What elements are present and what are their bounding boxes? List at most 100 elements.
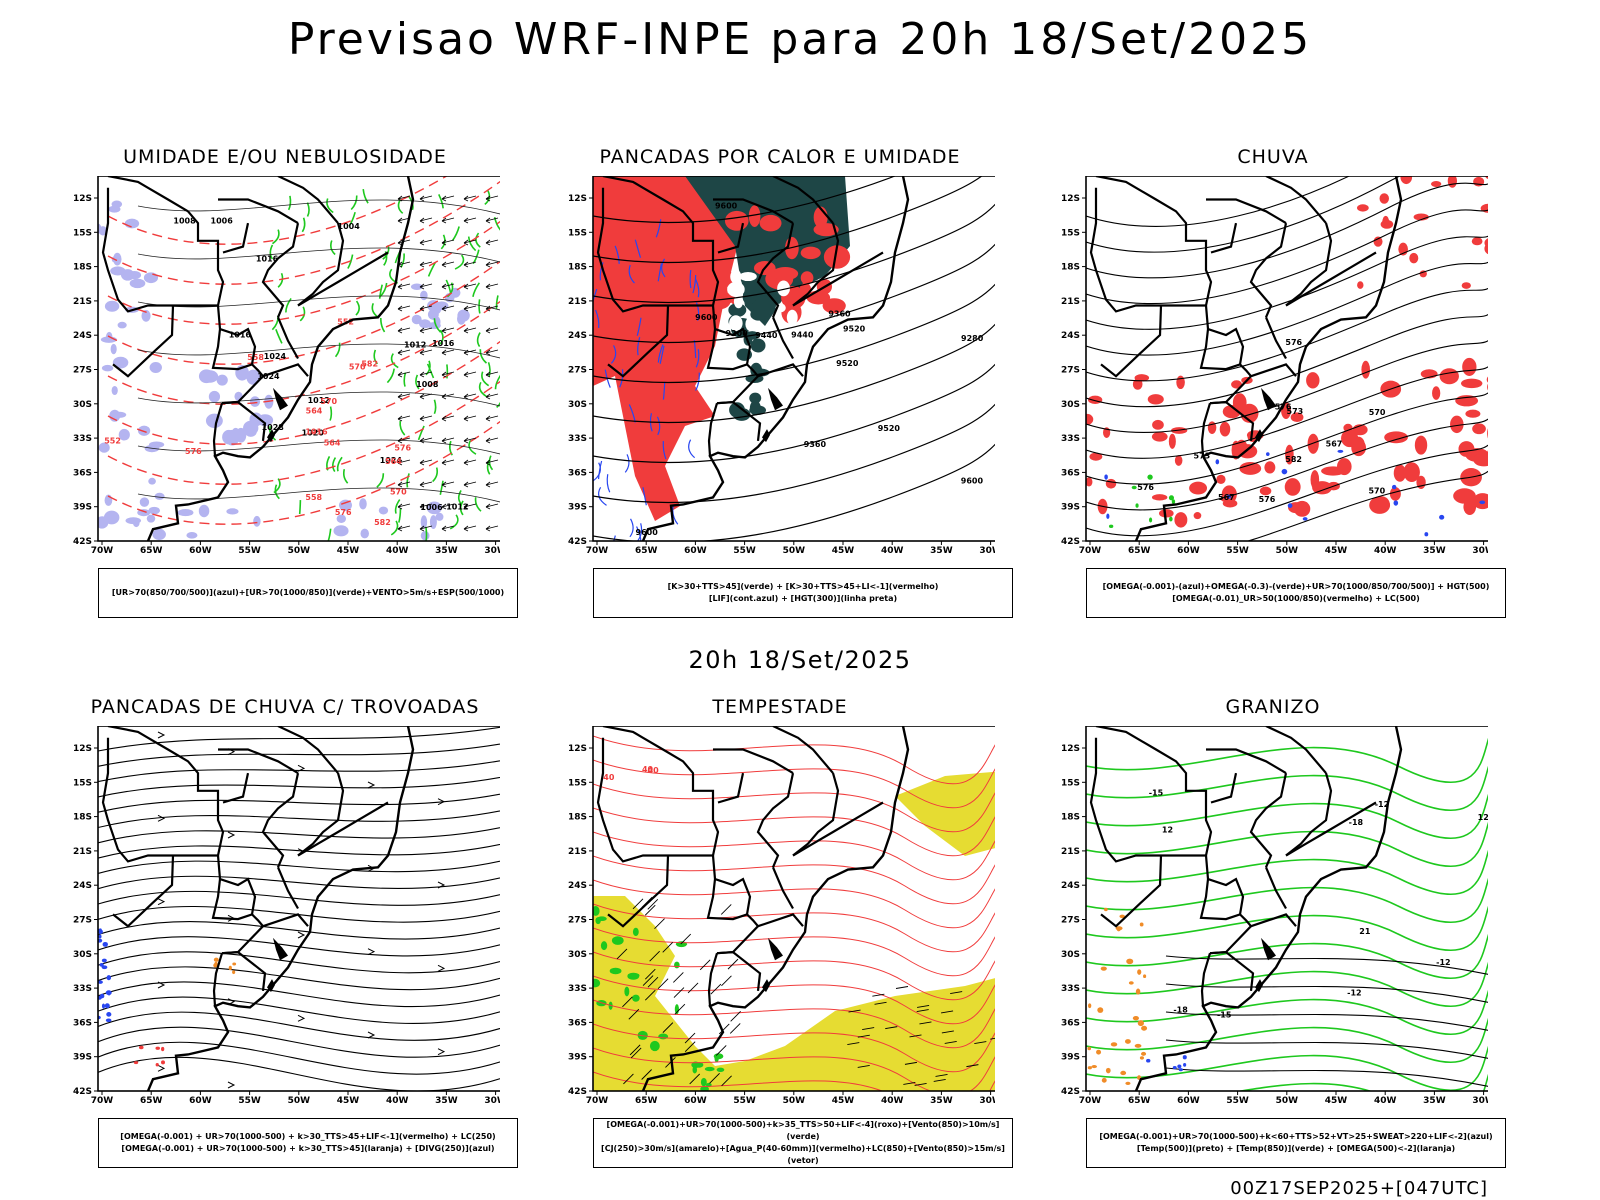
country-border <box>771 316 794 360</box>
wind-vector <box>485 393 499 400</box>
shade-cell <box>1103 907 1108 912</box>
wind-vector <box>944 1040 957 1044</box>
lat-label: 24S <box>1061 881 1080 891</box>
wind-vector <box>441 459 455 466</box>
streamline-red <box>593 927 995 977</box>
wind-vector <box>721 1075 732 1087</box>
contour-label: 570 <box>349 362 366 371</box>
panel-chuva: CHUVA 582 576 576 573 570 567 576 573 576 570 567 1… <box>1058 146 1506 626</box>
green-contour <box>326 198 334 214</box>
lat-label: 30S <box>568 400 587 410</box>
wind-vector <box>419 305 433 312</box>
shade-cell <box>1132 1015 1139 1021</box>
shade-cell <box>106 1012 112 1017</box>
lat-label: 39S <box>1061 503 1080 513</box>
wind-vector <box>941 1030 954 1034</box>
shade-cell <box>1461 282 1471 289</box>
map-canvas: 1012101610061008101210161020102410281012… <box>73 176 500 556</box>
contour-label: 1008 <box>416 380 439 389</box>
shade-cell <box>748 205 761 227</box>
shade-cell <box>118 428 130 441</box>
shade-cell <box>420 531 430 541</box>
country-border <box>107 726 225 856</box>
shade-cell <box>749 405 767 416</box>
green-contour <box>301 217 306 233</box>
wind-vectors <box>616 896 995 1087</box>
wind-vector <box>885 1026 898 1030</box>
shade-cell <box>1337 449 1344 453</box>
legend-line: [OMEGA(-0.001)+UR>70(1000-500)+k<60+TTS>… <box>1099 1132 1493 1141</box>
wind-vector <box>419 327 433 334</box>
wind-vector <box>463 283 477 290</box>
shade-cell <box>154 492 165 500</box>
contour-label: 567 <box>1326 440 1343 449</box>
wind-vector <box>419 481 433 488</box>
green-contour <box>425 526 428 541</box>
wind-vector <box>463 437 477 444</box>
lat-label: 24S <box>568 881 587 891</box>
shade-cell <box>1473 452 1488 467</box>
shade-cell <box>729 315 743 332</box>
shade-blue <box>98 200 165 529</box>
wind-vector <box>710 983 722 995</box>
wind-vector <box>463 371 477 378</box>
shade-cell <box>232 962 237 966</box>
green-contour <box>472 282 480 297</box>
hgt500-line <box>1086 366 1488 459</box>
li-contour <box>599 262 604 281</box>
wind-vector <box>397 349 411 356</box>
country-border <box>792 801 884 857</box>
green-contour <box>329 406 333 421</box>
country-border <box>221 400 267 442</box>
green-contour <box>432 467 439 483</box>
lon-label: 65W <box>1128 1096 1151 1106</box>
li-contour <box>593 462 601 482</box>
country-border <box>1285 222 1333 307</box>
shade-cell <box>98 934 102 939</box>
li-contour <box>619 369 624 388</box>
contour-label: 21 <box>1359 927 1371 936</box>
hgt500-line <box>1086 209 1488 305</box>
wind-vector <box>485 327 499 334</box>
wind-vector <box>933 1078 946 1082</box>
lon-label: 60W <box>189 1096 212 1106</box>
wind-vector <box>419 239 433 246</box>
temp850-line <box>1086 877 1488 923</box>
hgt500-line <box>1086 392 1488 485</box>
li-contour <box>689 269 692 289</box>
green-contour <box>334 342 341 358</box>
temp850-line <box>1086 1017 1488 1063</box>
lon-label: 65W <box>140 546 163 556</box>
contour-label: 1028 <box>262 423 285 432</box>
streamline <box>98 890 500 906</box>
shade-cell <box>739 271 757 282</box>
shade-cell <box>198 369 214 384</box>
shade-cell <box>208 390 221 403</box>
lon-label: 55W <box>733 546 756 556</box>
shade-cell <box>99 993 105 999</box>
streamline <box>98 1026 500 1058</box>
contour-label: 1008 <box>173 216 196 225</box>
lat-label: 18S <box>73 263 92 273</box>
lake <box>273 387 288 411</box>
shade-cell <box>104 300 120 312</box>
lake <box>267 979 275 993</box>
shade-cell <box>155 1046 160 1050</box>
streamline <box>98 743 500 767</box>
green-contour <box>275 329 283 344</box>
contour-label: 40 <box>642 765 654 774</box>
shade-cell <box>410 283 423 290</box>
coastline <box>641 176 910 541</box>
contour-label: 1012 <box>404 340 426 349</box>
shade-cell <box>108 205 121 213</box>
wind-vector <box>699 959 711 971</box>
shade-green <box>1108 474 1176 528</box>
streamline-red <box>593 807 995 857</box>
hgt500-line <box>1246 470 1488 541</box>
li-contour <box>597 460 603 480</box>
green-contour <box>476 332 481 348</box>
shade-cell <box>713 1053 724 1060</box>
arrow-head <box>297 764 306 772</box>
shade-cell <box>1087 1003 1092 1009</box>
